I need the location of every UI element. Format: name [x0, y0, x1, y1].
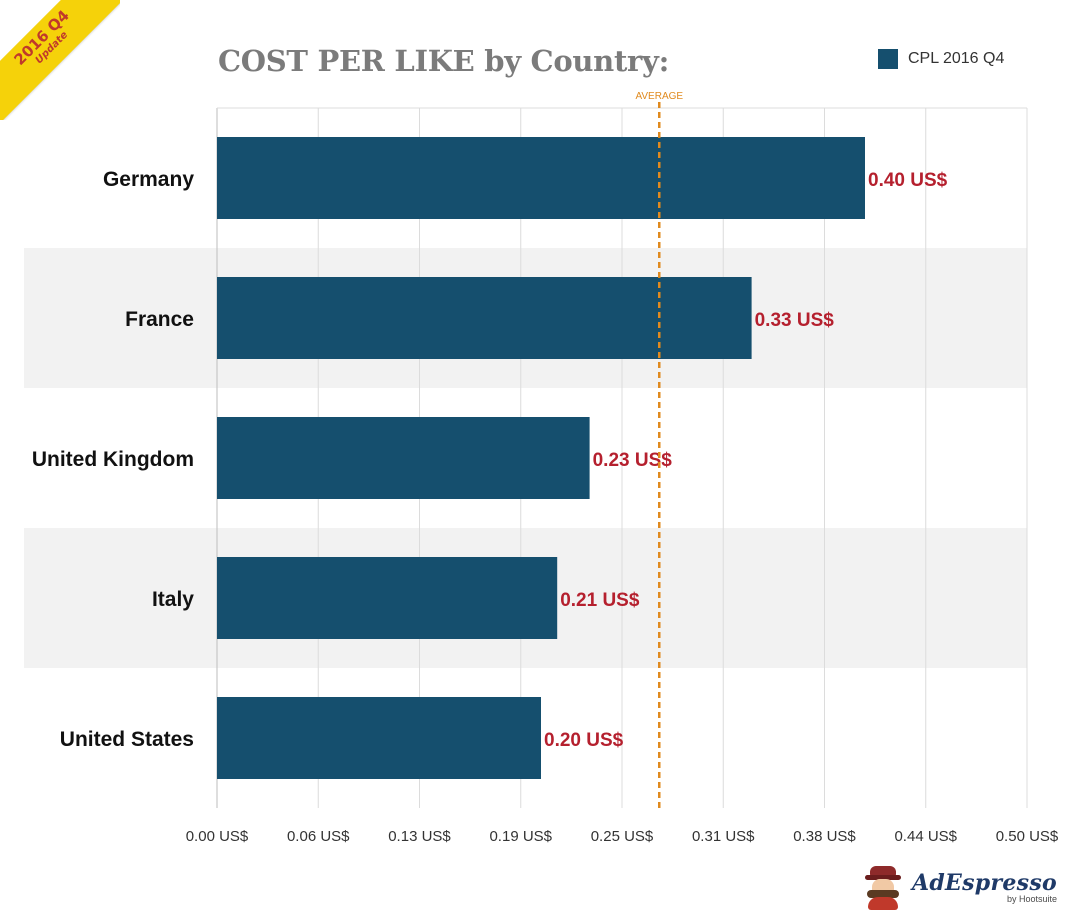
category-label: Germany [103, 168, 194, 191]
x-tick-label: 0.00 US$ [186, 828, 249, 845]
x-tick-label: 0.13 US$ [388, 828, 451, 845]
average-label: AVERAGE [635, 91, 683, 102]
legend-swatch [878, 49, 898, 69]
legend-label: CPL 2016 Q4 [908, 50, 1005, 67]
category-label: United Kingdom [32, 448, 194, 471]
data-label: 0.20 US$ [544, 730, 624, 751]
logo-sub: by Hootsuite [1007, 894, 1058, 904]
legend: CPL 2016 Q4 [878, 49, 1004, 69]
chart-title: COST PER LIKE by Country: [218, 44, 669, 78]
x-tick-label: 0.06 US$ [287, 828, 350, 845]
bar [217, 417, 590, 499]
x-tick-label: 0.50 US$ [996, 828, 1059, 845]
data-label: 0.21 US$ [560, 590, 640, 611]
bar [217, 137, 865, 219]
bar [217, 557, 558, 639]
x-tick-label: 0.38 US$ [793, 828, 856, 845]
x-tick-label: 0.44 US$ [894, 828, 957, 845]
mascot-icon [862, 866, 904, 910]
x-tick-label: 0.25 US$ [591, 828, 654, 845]
category-label: France [125, 308, 194, 331]
data-label: 0.23 US$ [593, 450, 673, 471]
x-tick-label: 0.31 US$ [692, 828, 755, 845]
logo-name: AdEspresso [912, 870, 1058, 896]
adespresso-logo: AdEspresso by Hootsuite [862, 866, 1057, 910]
category-label: Italy [152, 588, 194, 611]
bar-chart: 0.00 US$ 0.06 US$ 0.13 US$ 0.19 US$ 0.25 US$… [24, 91, 1059, 845]
bar [217, 277, 752, 359]
category-label: United States [60, 728, 194, 751]
data-label: 0.40 US$ [868, 170, 948, 191]
data-label: 0.33 US$ [755, 310, 835, 331]
bar [217, 697, 541, 779]
x-tick-label: 0.19 US$ [489, 828, 552, 845]
